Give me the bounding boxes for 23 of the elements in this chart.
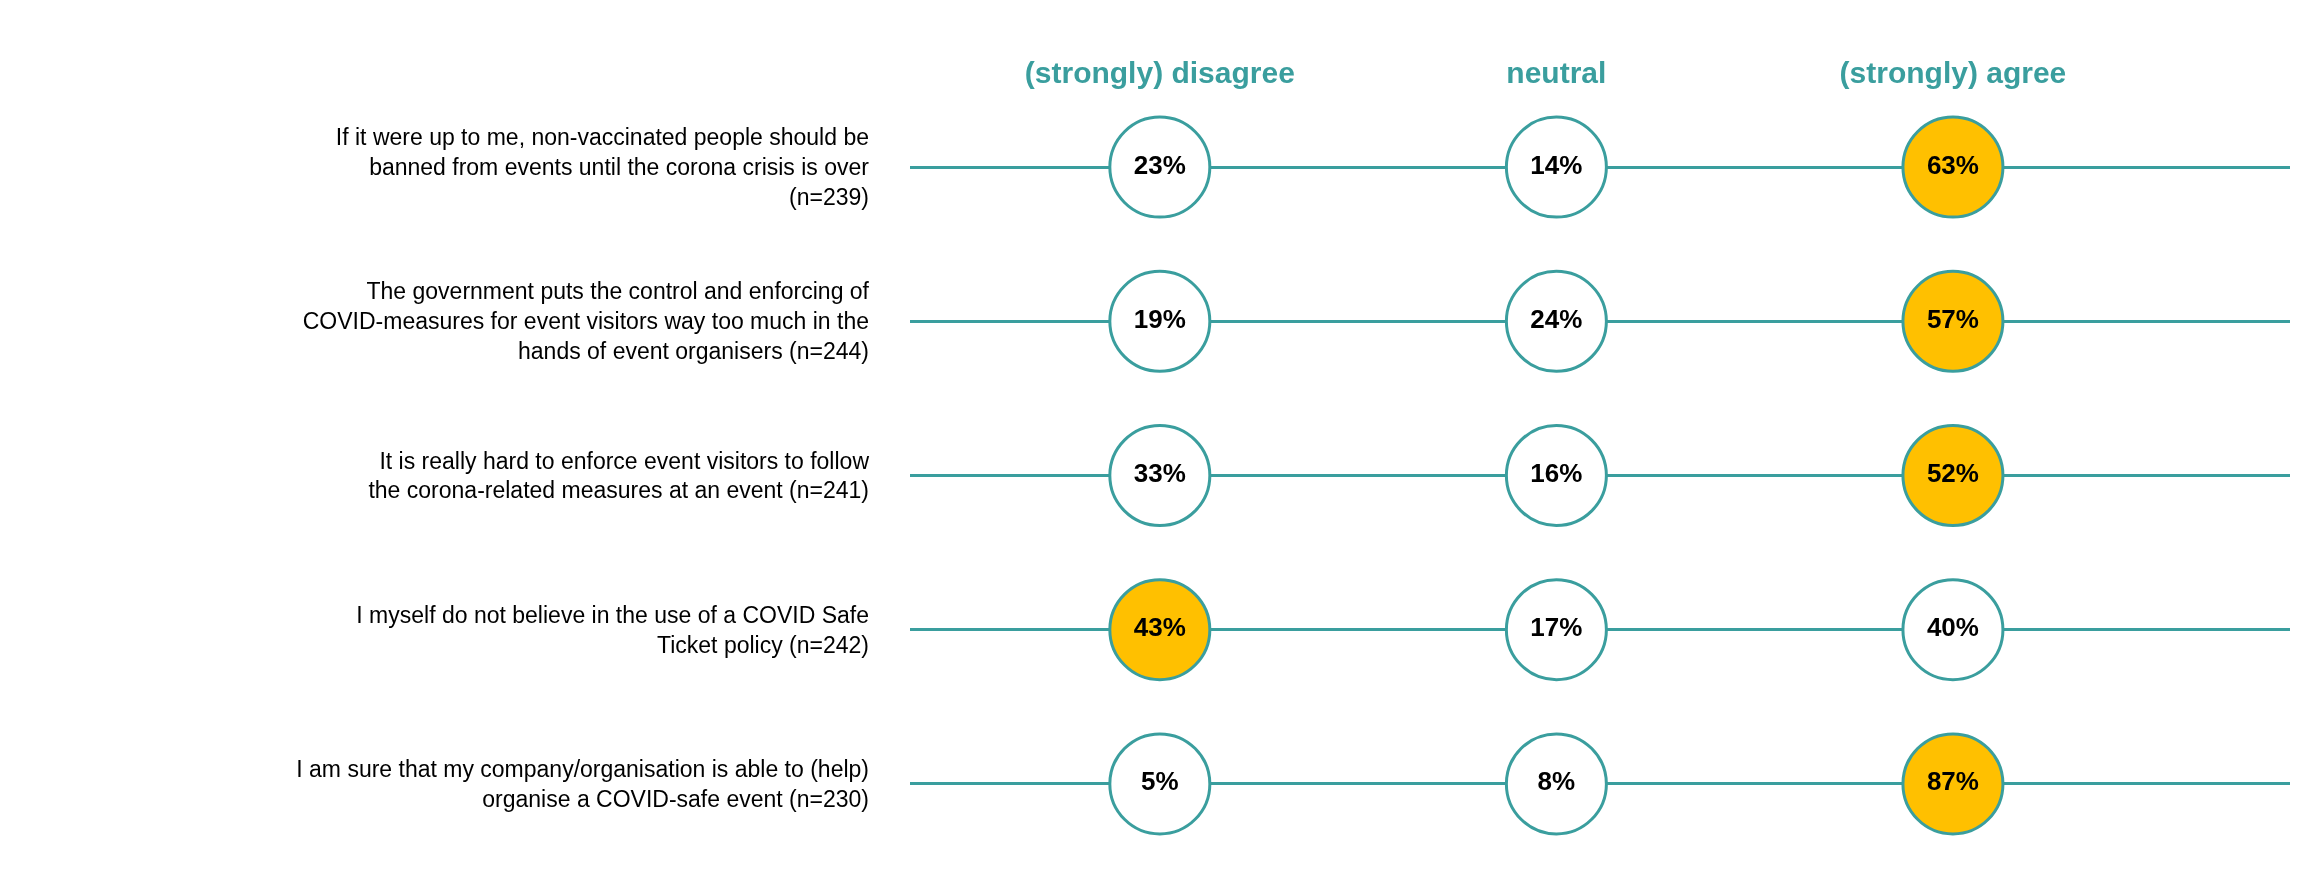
y-tick-label: I myself do not believe in the use of a COVID Safe Ticket policy (n=242) xyxy=(356,601,869,658)
data-label: 63% xyxy=(1926,149,1979,180)
data-label: 23% xyxy=(1133,149,1186,180)
data-label: 43% xyxy=(1133,612,1186,643)
data-label: 14% xyxy=(1530,149,1583,180)
data-label: 24% xyxy=(1530,303,1583,334)
data-label: 16% xyxy=(1530,458,1583,488)
y-tick-label: I am sure that my company/organisation is able to (help) organise a COVID-safe event (n=230) xyxy=(296,756,869,812)
data-label: 5% xyxy=(1141,766,1179,797)
data-label: 40% xyxy=(1926,612,1979,643)
y-tick-label: The government puts the control and enforcing of COVID-measures for event visitors way too much in the hands of event organisers (n=244) xyxy=(302,278,870,365)
data-label: 8% xyxy=(1537,766,1576,797)
data-label: 19% xyxy=(1133,303,1186,334)
data-label: 57% xyxy=(1926,303,1979,334)
data-label: 17% xyxy=(1530,612,1583,643)
x-tick-label: (strongly) agree xyxy=(1839,56,2067,89)
data-label: 52% xyxy=(1926,458,1979,488)
x-tick-label: neutral xyxy=(1506,56,1607,89)
y-tick-label: If it were up to me, non-vaccinated people should be banned from events until the corona crisis is over (n=239) xyxy=(335,124,870,211)
x-tick-label: (strongly) disagree xyxy=(1024,56,1295,89)
y-tick-label: It is really hard to enforce event visitors to follow the corona-related measures at an event (n=241) xyxy=(368,447,870,504)
data-label: 87% xyxy=(1926,766,1979,797)
data-label: 33% xyxy=(1133,458,1186,488)
